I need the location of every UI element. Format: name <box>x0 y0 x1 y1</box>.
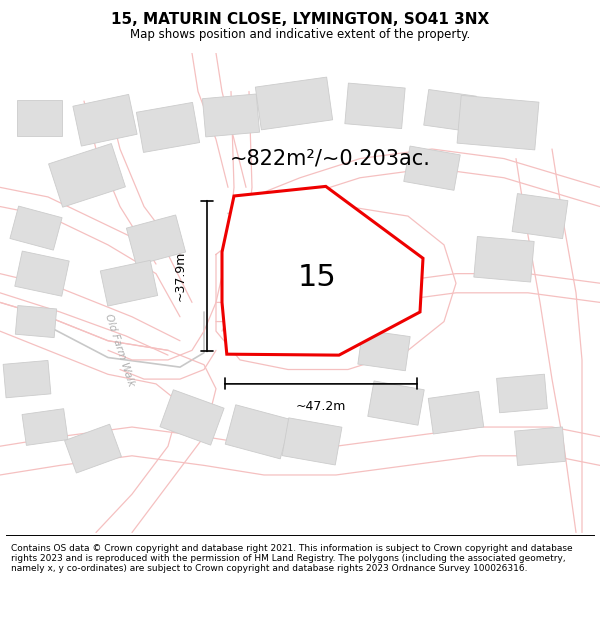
Text: Contains OS data © Crown copyright and database right 2021. This information is : Contains OS data © Crown copyright and d… <box>11 544 572 573</box>
Text: 15: 15 <box>297 262 336 291</box>
Text: ~37.9m: ~37.9m <box>174 251 187 301</box>
Polygon shape <box>404 146 460 190</box>
Polygon shape <box>497 374 547 413</box>
Text: Old Farm Walk: Old Farm Walk <box>104 312 136 388</box>
Polygon shape <box>22 409 68 446</box>
Polygon shape <box>16 306 56 338</box>
Polygon shape <box>345 83 405 129</box>
Polygon shape <box>65 424 121 473</box>
Polygon shape <box>474 236 534 282</box>
Polygon shape <box>127 215 185 265</box>
Polygon shape <box>10 206 62 250</box>
Polygon shape <box>282 418 342 465</box>
Polygon shape <box>428 391 484 434</box>
Polygon shape <box>457 96 539 150</box>
Polygon shape <box>136 102 200 152</box>
Polygon shape <box>49 144 125 208</box>
Polygon shape <box>3 361 51 398</box>
Polygon shape <box>160 390 224 445</box>
Polygon shape <box>515 427 565 466</box>
Polygon shape <box>512 194 568 239</box>
Text: ~822m²/~0.203ac.: ~822m²/~0.203ac. <box>230 149 430 169</box>
Text: Map shows position and indicative extent of the property.: Map shows position and indicative extent… <box>130 28 470 41</box>
Polygon shape <box>202 94 260 137</box>
Polygon shape <box>358 330 410 371</box>
Polygon shape <box>222 186 423 355</box>
Polygon shape <box>73 94 137 146</box>
Polygon shape <box>15 251 69 296</box>
Text: 15, MATURIN CLOSE, LYMINGTON, SO41 3NX: 15, MATURIN CLOSE, LYMINGTON, SO41 3NX <box>111 12 489 27</box>
Polygon shape <box>17 100 62 136</box>
Polygon shape <box>225 405 291 459</box>
Polygon shape <box>100 261 158 306</box>
Polygon shape <box>256 77 332 130</box>
Text: Maturin Close: Maturin Close <box>224 209 256 281</box>
Text: ~47.2m: ~47.2m <box>296 400 346 413</box>
Polygon shape <box>368 381 424 425</box>
Polygon shape <box>424 89 476 132</box>
